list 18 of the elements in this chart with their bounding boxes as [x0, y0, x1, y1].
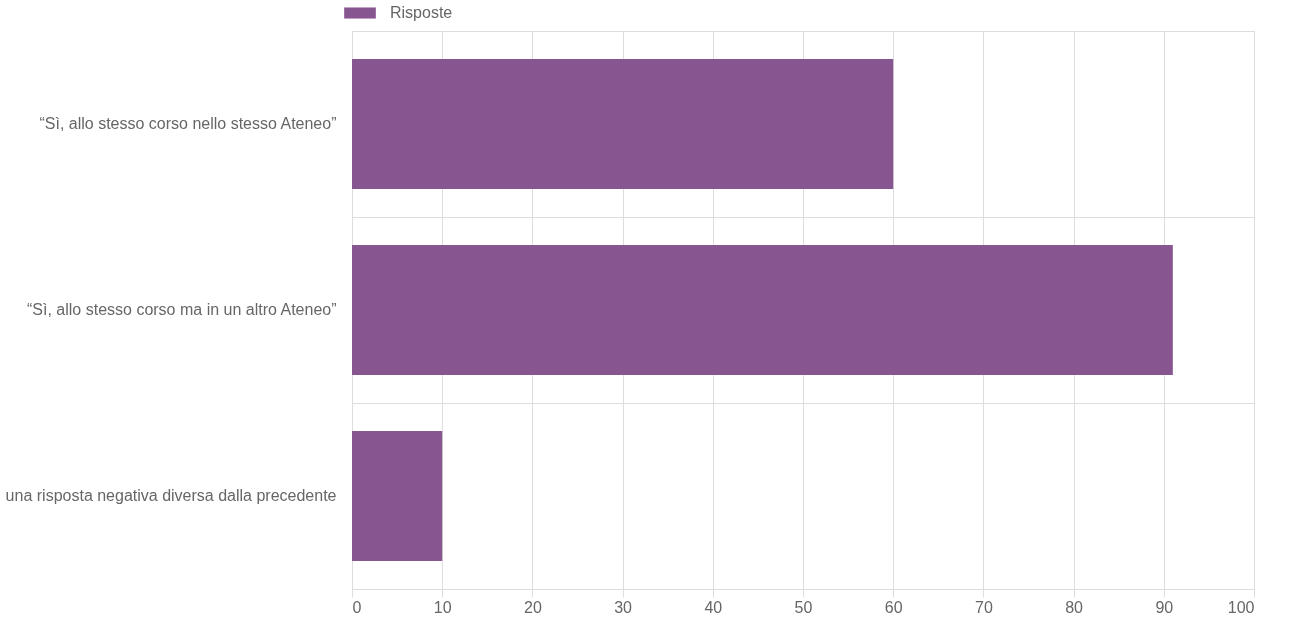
x-tick-label: 20: [524, 598, 542, 616]
x-tick-label: 10: [433, 598, 452, 616]
y-tick-label: una risposta negativa diversa dalla precedente: [5, 487, 337, 504]
y-tick-label: “Sì, allo stesso corso nello stesso Ateneo”: [39, 115, 337, 132]
bar: [352, 245, 1173, 375]
x-tick-label: 0: [352, 598, 362, 616]
x-tick-label: 100: [1227, 598, 1255, 616]
legend-label: Risposte: [390, 4, 453, 21]
y-tick-label: “Sì, allo stesso corso ma in un altro Ateneo”: [27, 301, 337, 318]
x-tick-label: 70: [975, 598, 993, 616]
x-tick-label: 80: [1065, 598, 1084, 616]
bar: [352, 59, 894, 189]
bar: [352, 431, 443, 561]
x-tick-label: 60: [884, 598, 903, 616]
x-tick-label: 40: [704, 598, 723, 616]
x-tick-label: 90: [1155, 598, 1174, 616]
x-tick-label: 30: [614, 598, 633, 616]
x-tick-label: 50: [794, 598, 813, 616]
